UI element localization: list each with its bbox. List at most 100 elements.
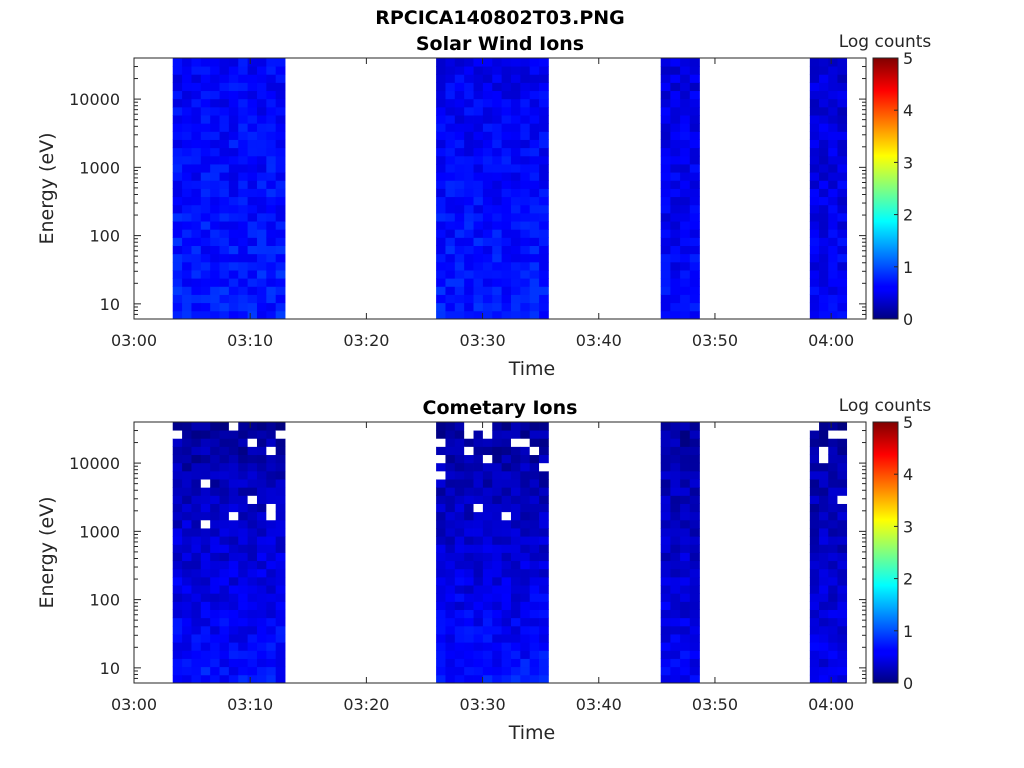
heatmap-cell-4-0-28 [809, 82, 820, 92]
heatmap-cell-2-11-14 [539, 196, 549, 206]
heatmap-cell-2-10-0 [529, 674, 540, 684]
heatmap-cell-2-5-23 [482, 123, 493, 132]
heatmap-cell-3-0-24 [660, 115, 671, 124]
heatmap-cell-1-11-27 [275, 454, 286, 464]
heatmap-cell-1-5-3 [219, 286, 230, 295]
heatmap-cell-2-8-16 [510, 180, 521, 189]
heatmap-cell-1-6-28 [228, 446, 239, 456]
heatmap-cell-2-1-4 [445, 642, 456, 651]
heatmap-cell-2-0-5 [436, 634, 446, 643]
heatmap-cell-1-3-3 [200, 650, 211, 659]
heatmap-cell-2-2-30 [454, 430, 465, 439]
heatmap-cell-2-0-10 [436, 593, 446, 602]
heatmap-cell-4-3-28 [837, 82, 848, 92]
heatmap-cell-2-4-14 [473, 196, 484, 206]
heatmap-cell-2-3-17 [464, 172, 474, 181]
heatmap-cell-1-10-26 [266, 462, 277, 472]
heatmap-cell-2-8-30 [510, 66, 521, 75]
heatmap-cell-4-1-21 [819, 139, 829, 149]
heatmap-cell-2-1-17 [445, 536, 456, 545]
heatmap-cell-3-1-8 [670, 609, 681, 619]
heatmap-cell-2-3-9 [464, 601, 474, 610]
heatmap-cell-4-3-8 [837, 609, 848, 619]
heatmap-cell-1-1-1 [182, 302, 192, 312]
heatmap-cell-1-11-10 [275, 593, 286, 602]
heatmap-cell-4-2-8 [828, 609, 838, 619]
heatmap-cell-4-2-17 [828, 536, 838, 545]
heatmap-cell-4-0-23 [809, 487, 820, 496]
heatmap-cell-2-3-25 [464, 470, 474, 480]
heatmap-cell-2-11-20 [539, 147, 549, 157]
colorbar-tick-label-0: 0 [903, 310, 913, 329]
heatmap-cell-1-1-4 [182, 278, 192, 287]
heatmap-cell-1-0-14 [172, 560, 183, 570]
heatmap-cell-2-2-24 [454, 115, 465, 124]
heatmap-cell-2-11-4 [539, 642, 549, 651]
heatmap-cell-2-5-22 [482, 495, 493, 504]
heatmap-cell-1-9-20 [256, 147, 267, 157]
heatmap-cell-2-9-13 [520, 568, 531, 578]
heatmap-cell-2-1-10 [445, 593, 456, 602]
heatmap-cell-1-4-16 [210, 180, 220, 189]
heatmap-cell-1-9-24 [256, 479, 267, 488]
heatmap-cell-1-9-16 [256, 544, 267, 553]
heatmap-cell-2-5-12 [482, 576, 493, 586]
heatmap-cell-1-4-20 [210, 147, 220, 157]
heatmap-cell-4-1-0 [819, 310, 829, 320]
heatmap-cell-1-8-5 [247, 270, 258, 279]
heatmap-cell-2-8-3 [510, 650, 521, 659]
heatmap-cell-1-1-11 [182, 221, 192, 230]
heatmap-cell-1-5-0 [219, 674, 230, 684]
heatmap-cell-3-3-23 [689, 487, 700, 496]
heatmap-cell-2-7-25 [501, 470, 512, 480]
heatmap-cell-2-1-26 [445, 462, 456, 472]
heatmap-cell-4-0-16 [809, 180, 820, 189]
x-axis-label: Time [508, 722, 556, 744]
heatmap-cell-4-3-3 [837, 286, 848, 295]
heatmap-cell-2-9-14 [520, 560, 531, 570]
heatmap-cell-3-0-14 [660, 560, 671, 570]
heatmap-cell-1-5-15 [219, 188, 230, 198]
heatmap-cell-1-2-18 [191, 528, 202, 537]
heatmap-cell-2-3-14 [464, 560, 474, 570]
heatmap-cell-4-3-26 [837, 462, 848, 472]
heatmap-cell-4-3-19 [837, 155, 848, 165]
heatmap-cell-3-2-16 [680, 180, 691, 189]
heatmap-cell-1-11-29 [275, 438, 286, 447]
heatmap-cell-1-6-0 [228, 310, 239, 320]
heatmap-cell-1-0-8 [172, 245, 183, 255]
heatmap-cell-1-3-3 [200, 286, 211, 295]
heatmap-cell-3-2-22 [680, 495, 691, 504]
heatmap-cell-1-2-30 [191, 66, 202, 75]
heatmap-cell-4-1-12 [819, 576, 829, 586]
heatmap-cell-3-2-18 [680, 164, 691, 173]
heatmap-cell-3-1-6 [670, 625, 681, 635]
heatmap-cell-1-6-18 [228, 164, 239, 173]
heatmap-cell-2-6-12 [492, 576, 503, 586]
heatmap-cell-3-1-5 [670, 270, 681, 279]
heatmap-cell-1-5-16 [219, 180, 230, 189]
heatmap-cell-2-0-27 [436, 90, 446, 100]
heatmap-cell-1-0-17 [172, 172, 183, 181]
heatmap-cell-1-3-20 [200, 147, 211, 157]
heatmap-cell-4-0-4 [809, 642, 820, 651]
heatmap-cell-1-4-22 [210, 495, 220, 504]
heatmap-cell-1-2-3 [191, 286, 202, 295]
heatmap-cell-4-1-20 [819, 511, 829, 521]
heatmap-cell-2-10-19 [529, 519, 540, 529]
heatmap-cell-2-3-21 [464, 503, 474, 513]
heatmap-cell-1-9-22 [256, 131, 267, 140]
heatmap-cell-1-9-12 [256, 576, 267, 586]
heatmap-cell-1-7-23 [238, 487, 249, 496]
heatmap-cell-1-2-17 [191, 536, 202, 545]
heatmap-cell-1-10-28 [266, 446, 277, 456]
heatmap-cell-2-5-10 [482, 229, 493, 238]
heatmap-cell-2-7-23 [501, 123, 512, 132]
heatmap-cell-1-5-19 [219, 155, 230, 165]
heatmap-cell-1-4-26 [210, 98, 220, 108]
heatmap-cell-4-3-21 [837, 139, 848, 149]
heatmap-cell-2-10-15 [529, 552, 540, 562]
heatmap-cell-2-2-17 [454, 536, 465, 545]
heatmap-cell-1-11-15 [275, 188, 286, 198]
heatmap-cell-4-3-20 [837, 511, 848, 521]
